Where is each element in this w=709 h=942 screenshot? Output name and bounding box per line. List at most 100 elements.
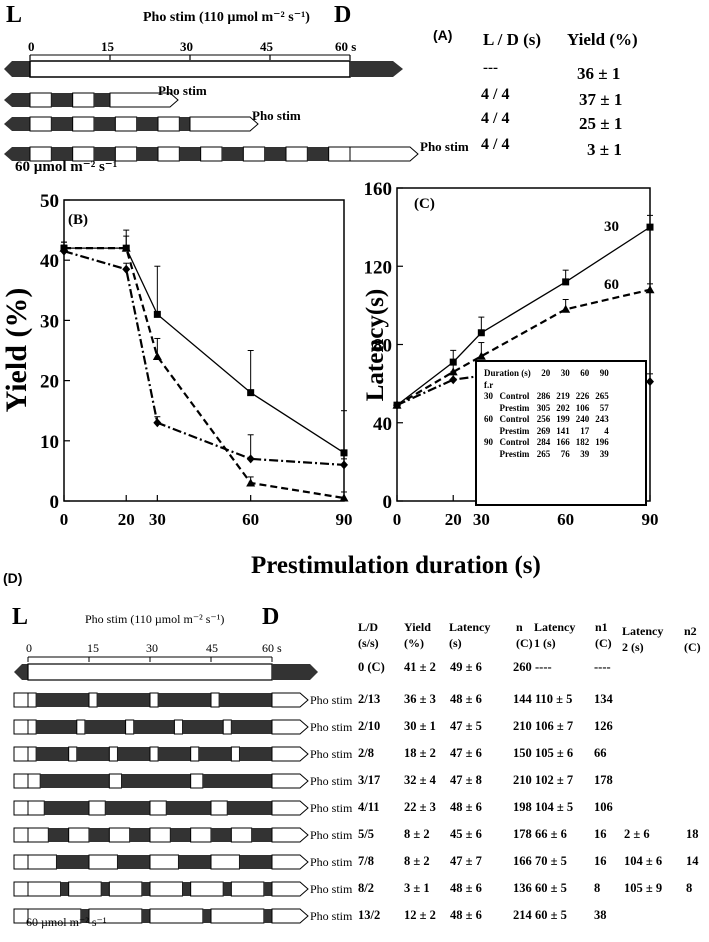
panel-d-stim-tag: Pho stim [310, 747, 353, 761]
panel-d-cell-r4-c2: 47 ± 8 [450, 773, 482, 787]
inset-table-cell: 182 [575, 437, 590, 447]
panel-d-cell-r4-c4: 102 ± 7 [535, 773, 574, 787]
panel-b-x-tick-label: 20 [118, 510, 135, 529]
panel-d-light-pulse [108, 773, 123, 789]
panel-b-label: (B) [68, 212, 88, 228]
panel-b-series-60-point [152, 352, 162, 361]
panel-d-cell-r6-c4: 66 ± 6 [535, 827, 567, 841]
inset-table-cell: Control [499, 391, 530, 401]
panel-d-light-pulse [190, 746, 200, 762]
panel-d-header-0-l2: (s/s) [358, 636, 379, 650]
panel-a-row-4-ld: 4 / 4 [481, 136, 510, 153]
panel-c-y-tick-label: 160 [364, 179, 393, 200]
panel-d-cell-r7-c0: 7/8 [358, 854, 374, 868]
panel-d-light-pulse [27, 692, 37, 708]
panel-d-light-pulse [68, 746, 78, 762]
panel-d-row-lead [13, 692, 29, 708]
panel-a-row-lead [4, 147, 30, 161]
panel-d-cell-r5-c2: 48 ± 6 [450, 800, 482, 814]
panel-a-tick-45: 45 [260, 39, 273, 54]
panel-d-dark-pulse [141, 882, 150, 896]
panel-d-light-pulse [108, 881, 143, 897]
panel-d-light-pulse [149, 746, 159, 762]
panel-d-dark-pulse [231, 720, 272, 734]
panel-d-dark-pulse [178, 855, 211, 869]
panel-d-stim-tag: Pho stim [310, 882, 353, 896]
panel-c-y-tick-label: 0 [383, 492, 393, 513]
panel-c-label: (C) [414, 196, 435, 212]
panel-d-light-pulse [108, 827, 131, 843]
panel-d-stim-arrow [271, 773, 309, 789]
panel-d-dark-pulse [101, 882, 110, 896]
panel-d-cell-r4-c0: 3/17 [358, 773, 381, 787]
panel-d-dark-pulse [202, 774, 272, 788]
panel-d-tick-30: 30 [146, 641, 158, 655]
panel-a-row-2-ld: 4 / 4 [481, 86, 510, 103]
panel-d-stim-arrow [271, 746, 309, 762]
panel-b-series-30-point [122, 264, 131, 274]
panel-d-stim-arrow [271, 827, 309, 843]
panel-d-cell-r5-c3: 198 [513, 800, 532, 814]
panel-d-light-pulse [68, 827, 90, 843]
panel-d-cell-r6-c2: 45 ± 6 [450, 827, 482, 841]
panel-a-dark-pulse [179, 147, 201, 161]
panel-d-light-pulse [149, 881, 184, 897]
panel-d-cell-r6-c6: 2 ± 6 [624, 827, 650, 841]
panel-c-series-30-point [477, 329, 485, 337]
panel-d-light-pulse [27, 800, 45, 816]
panel-a-light-label: L [6, 2, 23, 28]
panel-d-cell-r8-c6: 105 ± 9 [624, 881, 663, 895]
panel-d-light-pulse [210, 692, 220, 708]
panel-d-light-pulse [68, 881, 102, 897]
panel-d-cell-r9-c5: 38 [594, 908, 607, 922]
inset-table-cell: 265 [595, 391, 609, 401]
panel-d-stim-arrow [271, 881, 309, 897]
inset-table-cell: 106 [575, 402, 590, 413]
panel-a-dark-pulse [51, 147, 73, 161]
inset-header-20: 20 [541, 368, 551, 378]
panel-d-cell-r5-c5: 106 [594, 800, 613, 814]
inset-header-90: 90 [599, 368, 609, 378]
panel-d-light-pulse [149, 692, 159, 708]
panel-d-light-pulse [149, 800, 167, 816]
panel-d-dark-pulse [239, 747, 272, 761]
panel-c-series-60-label: 60 [604, 277, 619, 293]
panel-d-dark-pulse [48, 828, 69, 842]
panel-d-dark-pulse [170, 828, 191, 842]
panel-b-y-tick-label: 0 [50, 492, 60, 513]
panel-d-tick-15: 15 [87, 641, 99, 655]
panel-d-row-lead [13, 773, 29, 789]
panel-d-stim-tag: Pho stim [310, 774, 353, 788]
panel-d-stim-tag: Pho stim [310, 801, 353, 815]
inset-subheader: f.r [484, 379, 494, 390]
panel-d-dark-pulse [133, 720, 175, 734]
panel-c-series-110-point [449, 375, 458, 385]
panel-d-dark-pulse [158, 693, 211, 707]
panel-d-light-pulse [230, 746, 240, 762]
panel-d-cell-r1-c3: 144 [513, 692, 532, 706]
panel-d-dark-pulse [263, 909, 272, 923]
inset-table-cell: 265 [536, 448, 551, 459]
panel-d-dark-pulse [89, 828, 110, 842]
panel-a-dark-label: D [334, 2, 352, 28]
panel-d-cell-r0-c1: 41 ± 2 [404, 660, 436, 674]
panel-d-cell-r0-c0: 0 (C) [358, 660, 385, 674]
panel-c-y-tick-label: 80 [373, 336, 392, 357]
panel-d-header-1-l2: (%) [404, 636, 424, 650]
panel-d-dark-pulse [219, 693, 272, 707]
inset-header-30: 30 [560, 368, 570, 378]
panel-d-dark-pulse [36, 720, 77, 734]
inset-table-cell: 284 [536, 437, 551, 447]
panel-d-cell-r8-c0: 8/2 [358, 881, 374, 895]
panel-d-cell-r3-c5: 66 [594, 746, 607, 760]
panel-c-x-tick-label: 0 [393, 510, 402, 529]
panel-d-header-2-l2: (s) [449, 636, 462, 650]
inset-table-cell: 60 [484, 414, 493, 424]
inset-table-row: Prestim 269 141 17 4 [481, 426, 612, 438]
inset-table-cell: Prestim [499, 425, 530, 436]
inset-table-cell: Prestim [499, 448, 530, 459]
inset-table-cell: 196 [595, 437, 609, 447]
panel-d-header-4-l2: 1 (s) [534, 636, 556, 650]
panel-a-dark-pulse [179, 117, 190, 131]
inset-table-row: Prestim 305 202 106 57 [481, 403, 612, 415]
